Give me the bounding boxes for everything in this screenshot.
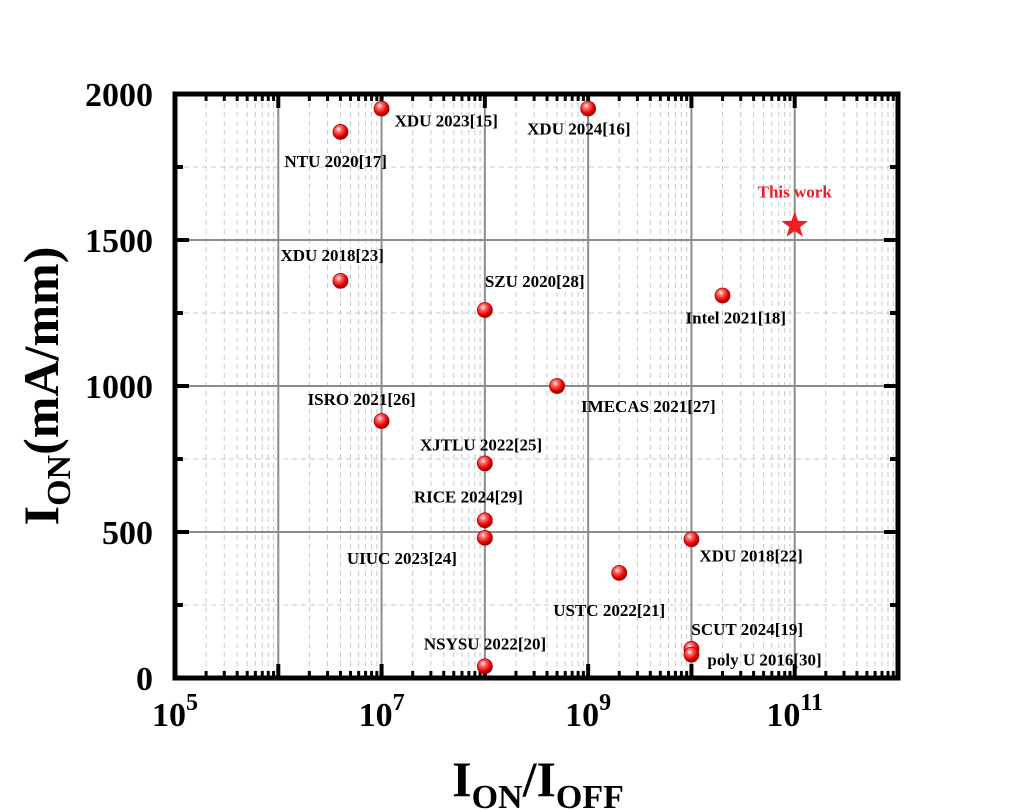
y-axis-title: ION(mA/mm)	[13, 247, 78, 526]
point-label: XJTLU 2022[25]	[420, 435, 542, 454]
grid-lines	[175, 94, 898, 678]
data-point	[683, 646, 700, 663]
data-point	[476, 512, 493, 529]
y-tick-label: 0	[136, 661, 153, 698]
data-point	[476, 658, 493, 675]
point-label: IMECAS 2021[27]	[581, 397, 716, 416]
data-point	[476, 302, 493, 318]
point-label: XDU 2018[23]	[280, 246, 383, 265]
point-label: USTC 2022[21]	[553, 601, 665, 620]
point-label: NTU 2020[17]	[284, 152, 386, 171]
data-point	[580, 100, 597, 117]
x-tick-label: 1011	[766, 690, 823, 734]
data-point	[476, 529, 493, 546]
x-tick-label: 105	[152, 690, 198, 734]
data-point	[714, 287, 731, 304]
point-label: RICE 2024[29]	[414, 487, 523, 506]
point-label: SCUT 2024[19]	[691, 620, 803, 639]
highlight-label: This work	[758, 182, 833, 201]
point-label: ISRO 2021[26]	[308, 390, 416, 409]
highlight-star-marker	[781, 211, 809, 237]
point-label: XDU 2024[16]	[527, 120, 630, 139]
x-tick-label: 109	[565, 690, 611, 734]
x-axis-title: ION/IOFF	[452, 751, 624, 810]
data-point	[611, 564, 628, 581]
point-label: poly U 2016[30]	[707, 651, 821, 670]
point-label: SZU 2020[28]	[485, 272, 585, 291]
y-tick-label: 1000	[85, 369, 153, 406]
axis-ticks	[173, 92, 900, 680]
data-point	[683, 531, 700, 548]
y-tick-label: 500	[102, 515, 153, 552]
point-labels: XDU 2023[15] XDU 2024[16] NTU 2020[17] XDU …	[280, 112, 832, 670]
point-label: XDU 2023[15]	[395, 112, 498, 131]
data-point	[332, 272, 349, 289]
data-point	[476, 455, 493, 472]
point-label: NSYSU 2022[20]	[424, 634, 546, 653]
point-label: Intel 2021[18]	[686, 308, 787, 327]
data-point	[549, 378, 565, 394]
data-point	[332, 124, 349, 140]
point-label: XDU 2018[22]	[699, 546, 802, 565]
data-point	[373, 413, 390, 429]
y-tick-label: 2000	[85, 77, 153, 114]
data-points	[332, 100, 809, 675]
tick-labels: 0 500 1000 1500 2000 105 107 109 1011	[85, 77, 823, 734]
point-label: UIUC 2023[24]	[347, 549, 457, 568]
data-point	[373, 100, 390, 117]
x-tick-label: 107	[359, 690, 405, 734]
y-tick-label: 1500	[85, 223, 153, 260]
